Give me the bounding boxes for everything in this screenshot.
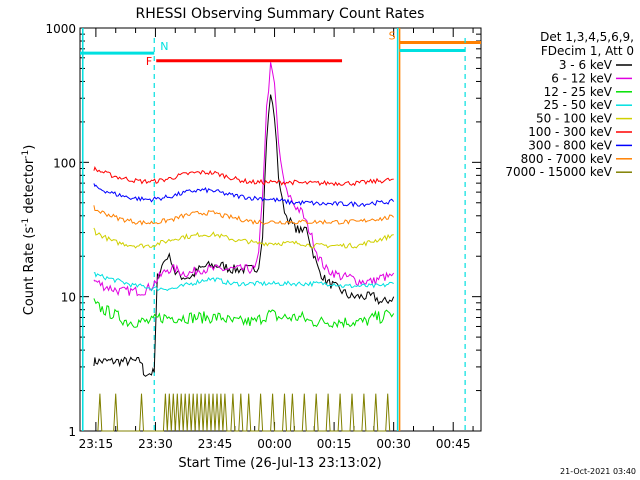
y-tick-label: 1 xyxy=(68,425,76,439)
series-line-6 xyxy=(93,183,395,208)
legend-label: 3 - 6 keV xyxy=(559,58,613,72)
series-line-2 xyxy=(93,298,395,329)
series-line-3 xyxy=(93,272,394,292)
y-axis-label-end: ) xyxy=(22,145,37,150)
legend-label: 25 - 50 keV xyxy=(544,98,613,112)
x-tick-label: 23:30 xyxy=(138,437,173,451)
state-label: S xyxy=(389,29,396,42)
plot-frame xyxy=(79,27,482,432)
legend-header-2: FDecim 1, Att 0 xyxy=(541,44,634,58)
y-axis-label-mid: detector xyxy=(22,158,37,218)
y-tick-label: 100 xyxy=(53,156,76,170)
series-line-4 xyxy=(93,227,394,249)
y-axis-label-main: Count Rate (s xyxy=(22,227,37,316)
legend-label: 300 - 800 keV xyxy=(528,138,612,152)
state-label: N xyxy=(160,40,168,53)
x-tick-label: 00:00 xyxy=(257,437,292,451)
y-axis-label-sup1: -1 xyxy=(21,218,31,227)
state-label: F xyxy=(146,55,152,68)
x-tick-label: 23:15 xyxy=(79,437,114,451)
y-axis-label-sup2: -1 xyxy=(21,150,31,159)
legend-label: 6 - 12 keV xyxy=(551,71,613,85)
legend-label: 7000 - 15000 keV xyxy=(505,165,612,179)
legend-label: 12 - 25 keV xyxy=(544,85,613,99)
legend-header-1: Det 1,3,4,5,6,9, xyxy=(540,30,634,44)
legend-label: 50 - 100 keV xyxy=(536,112,613,126)
x-axis-label: Start Time (26-Jul-13 23:13:02) xyxy=(178,456,381,471)
series-line-7 xyxy=(93,205,395,226)
legend-label: 100 - 300 keV xyxy=(528,125,612,139)
y-tick-label: 1000 xyxy=(45,22,76,36)
series-line-8 xyxy=(97,393,391,432)
series-line-5 xyxy=(93,165,394,187)
chart-title: RHESSI Observing Summary Count Rates xyxy=(136,6,425,22)
chart-marks: NF S xyxy=(80,28,481,431)
series-lines xyxy=(93,62,395,432)
x-tick-label: 00:15 xyxy=(317,437,352,451)
series-line-1 xyxy=(93,62,395,297)
x-tick-label: 23:45 xyxy=(198,437,233,451)
y-axis-label: Count Rate (s-1 detector-1) xyxy=(21,145,37,316)
generation-timestamp: 21-Oct-2021 03:40 xyxy=(560,467,636,476)
x-tick-label: 00:30 xyxy=(376,437,411,451)
legend-label: 800 - 7000 keV xyxy=(521,152,613,166)
x-tick-label: 00:45 xyxy=(436,437,471,451)
axes: 1 10 100 1000 23:15 23:30 23:45 00:00 00:15 00:30… xyxy=(45,22,481,451)
legend: Det 1,3,4,5,6,9, FDecim 1, Att 0 3 - 6 k… xyxy=(505,30,634,179)
series-line-0 xyxy=(93,94,395,377)
y-tick-label: 10 xyxy=(61,291,76,305)
